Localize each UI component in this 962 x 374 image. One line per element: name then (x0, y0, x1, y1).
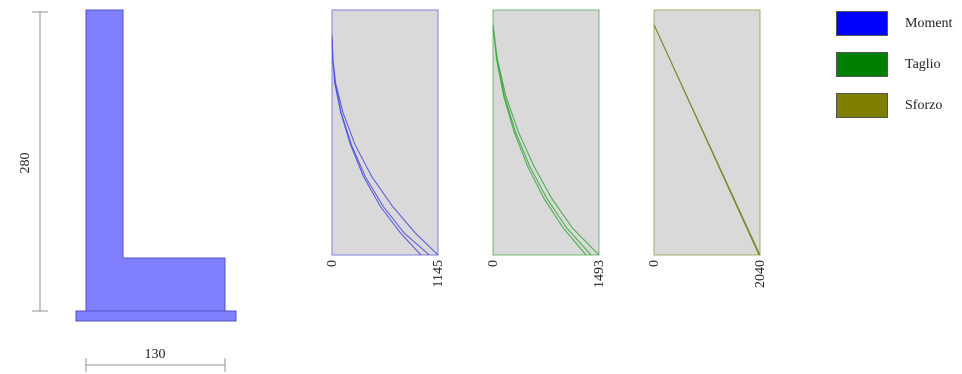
foundation-base-shape (75, 310, 237, 322)
width-dimension-label: 130 (145, 347, 166, 362)
legend-swatch-taglio (836, 52, 888, 77)
legend-item-taglio: Taglio (836, 51, 962, 78)
legend-label-sforzo: Sforzo (905, 97, 943, 113)
panel-frame (492, 9, 600, 256)
x-tick-label-max: 1493 (592, 260, 607, 288)
diagram-panel-taglio: 0 1493 (486, 9, 607, 288)
series-line-2 (653, 24, 760, 256)
legend: Moment Taglio Sforzo (836, 10, 962, 133)
legend-swatch-moment (836, 11, 888, 36)
cross-section: 280 130 (18, 9, 237, 372)
panel-frame (331, 9, 439, 256)
series-line-1 (492, 24, 600, 256)
series-line-3 (492, 24, 587, 256)
diagram-panel-sforzo: 0 2040 (647, 9, 768, 288)
x-tick-label-max: 2040 (753, 260, 768, 288)
height-dimension-label: 280 (18, 153, 33, 174)
diagram-panel-moment: 0 1145 (325, 9, 446, 287)
x-tick-label-min: 0 (486, 260, 501, 267)
x-tick-label-min: 0 (325, 260, 340, 267)
x-tick-label-min: 0 (647, 260, 662, 267)
series-line-3 (331, 34, 422, 256)
wall-section-shape (85, 9, 226, 312)
legend-label-taglio: Taglio (905, 56, 941, 72)
x-tick-label-max: 1145 (431, 260, 446, 287)
legend-item-sforzo: Sforzo (836, 92, 962, 119)
panel-frame (653, 9, 761, 256)
legend-item-moment: Moment (836, 10, 962, 37)
legend-swatch-sforzo (836, 93, 888, 118)
diagram-panels: 0 1145 0 1493 0 2040 (325, 9, 768, 288)
legend-label-moment: Moment (905, 15, 953, 31)
